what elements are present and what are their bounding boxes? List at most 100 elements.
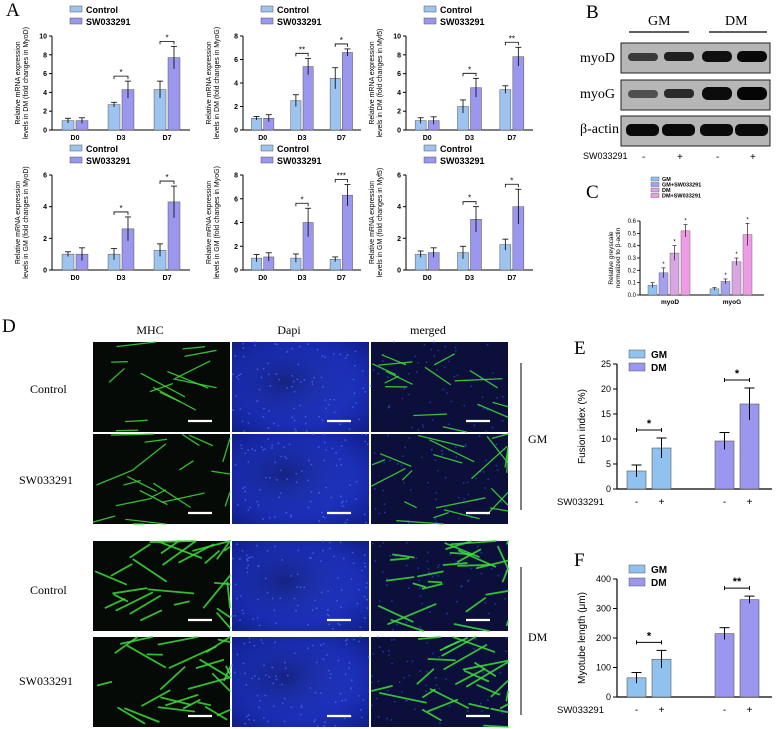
nucleus <box>481 396 484 399</box>
nucleus <box>285 511 288 514</box>
nucleus <box>260 446 263 449</box>
nucleus <box>487 612 490 615</box>
nucleus <box>438 656 441 658</box>
nucleus <box>345 643 348 646</box>
nucleus <box>374 560 377 562</box>
nucleus <box>327 590 329 593</box>
nucleus <box>314 691 317 694</box>
myotube <box>129 543 151 559</box>
myotube <box>114 636 139 654</box>
nucleus <box>262 518 265 520</box>
nucleus <box>480 551 483 554</box>
nucleus <box>323 721 326 724</box>
nucleus <box>321 385 324 388</box>
nucleus <box>288 443 291 446</box>
nucleus <box>345 500 348 503</box>
nucleus <box>427 568 430 570</box>
myotube <box>442 426 468 433</box>
panel-letter-a: A <box>6 0 20 21</box>
myotube <box>116 341 157 348</box>
myotube <box>217 638 231 643</box>
micro-tile <box>232 433 369 524</box>
nucleus <box>240 447 243 450</box>
micro-row-label: Control <box>30 382 67 396</box>
nucleus <box>253 341 256 343</box>
nucleus <box>372 542 374 545</box>
blot-group-dm: DM <box>725 14 748 29</box>
nucleus <box>244 498 247 501</box>
nucleus <box>275 373 278 376</box>
nucleus <box>355 480 358 483</box>
nucleus <box>246 567 249 569</box>
nucleus <box>387 689 390 692</box>
nucleus <box>258 677 260 680</box>
legend-label-gm: GM <box>651 565 667 576</box>
y-tick-label: 0.1 <box>628 281 637 287</box>
nucleus <box>411 426 413 429</box>
myotube <box>372 363 397 376</box>
nucleus <box>378 512 381 515</box>
nucleus <box>319 692 322 695</box>
nucleus <box>264 674 267 677</box>
nucleus <box>363 513 366 516</box>
nucleus <box>316 348 319 351</box>
nucleus <box>393 700 396 703</box>
nucleus <box>351 406 354 408</box>
nucleus <box>409 488 412 491</box>
y-axis-label-line: Relative mRNA expression <box>15 181 22 264</box>
treatment-sign: + <box>747 705 753 716</box>
significance-label: * <box>735 252 738 258</box>
x-tick-label: D0 <box>258 135 267 142</box>
myotube <box>427 580 443 584</box>
myotube <box>211 672 231 692</box>
myotube <box>465 597 486 613</box>
x-tick-label: D0 <box>258 275 267 282</box>
myotube <box>144 438 168 443</box>
nucleus <box>286 386 288 389</box>
myotube <box>197 701 212 707</box>
nucleus <box>299 381 302 383</box>
nucleus <box>482 671 485 674</box>
micro-tile-bg <box>371 541 508 631</box>
y-tick-label: 8 <box>234 34 238 41</box>
nucleus <box>478 435 481 438</box>
legend-swatch-dm <box>628 577 646 587</box>
legend-swatch <box>650 187 660 193</box>
nucleus <box>390 639 393 641</box>
y-tick-label: 25 <box>601 359 611 369</box>
nucleus <box>323 356 326 359</box>
x-tick-label: D3 <box>117 135 126 142</box>
panel-letter-d: D <box>2 316 16 337</box>
nucleus <box>259 488 261 491</box>
blot-band <box>735 124 768 136</box>
nucleus <box>249 556 252 559</box>
myotube <box>469 370 498 389</box>
x-tick-label: D0 <box>423 135 432 142</box>
nucleus <box>267 438 270 441</box>
myotube <box>441 636 477 657</box>
nucleus <box>262 407 265 410</box>
nucleus <box>444 678 447 680</box>
nucleus <box>352 562 355 565</box>
myotube <box>458 549 497 568</box>
nucleus <box>473 424 476 427</box>
y-tick-label: 4 <box>43 90 47 97</box>
myotube <box>490 707 509 714</box>
blot-band <box>628 53 658 61</box>
nucleus <box>295 472 298 475</box>
nucleus <box>244 490 247 493</box>
bar-sw033291 <box>302 66 314 131</box>
nucleus <box>341 699 344 702</box>
nucleus <box>232 373 234 376</box>
y-tick-label: 2 <box>397 109 401 116</box>
significance-bracket <box>334 43 348 47</box>
nucleus <box>247 449 250 452</box>
legend-label-treated: SW033291 <box>440 17 485 27</box>
nucleus <box>323 441 326 444</box>
nucleus <box>279 492 282 495</box>
nucleus <box>499 671 502 674</box>
myotube <box>452 636 496 653</box>
nucleus <box>363 562 366 565</box>
legend-label-control: Control <box>440 144 472 154</box>
myotube <box>384 375 399 384</box>
